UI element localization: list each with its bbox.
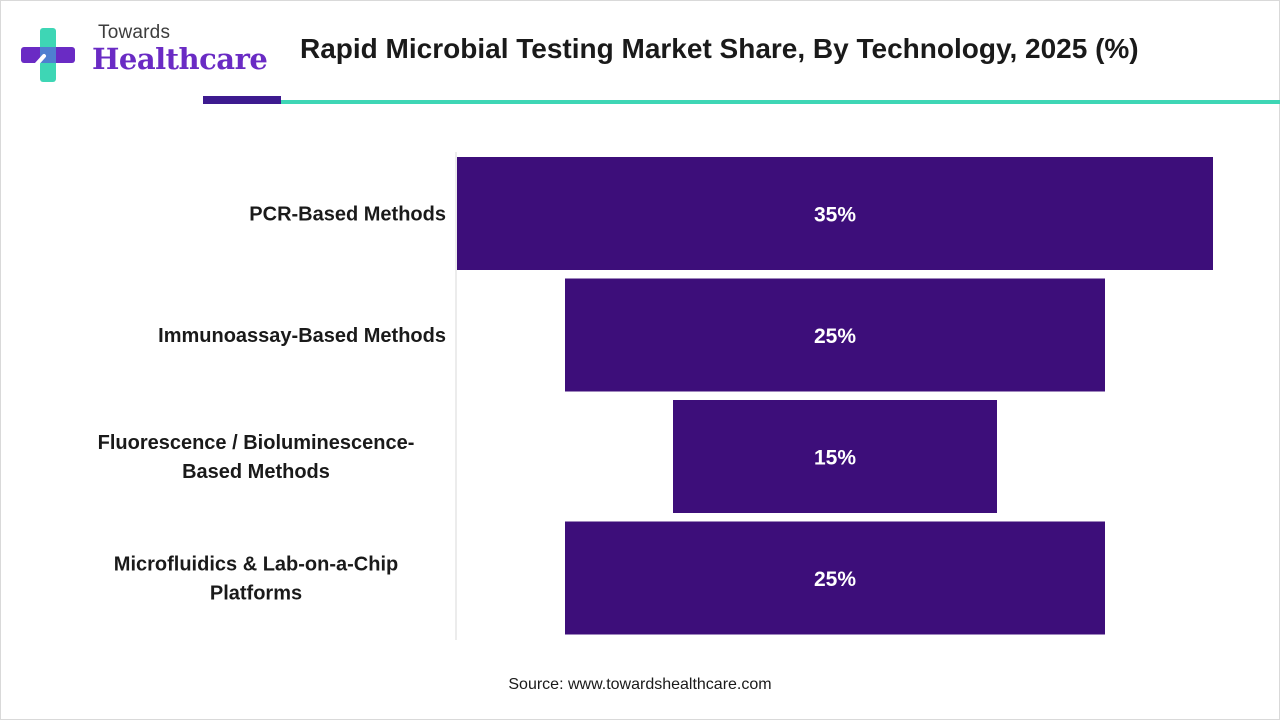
bar-2 <box>565 278 1105 392</box>
logo-text-healthcare: Healthcare <box>92 42 268 76</box>
bar-4 <box>565 521 1105 635</box>
category-label-2: Immunoassay-Based Methods <box>158 325 446 347</box>
medical-cross-logo-icon <box>21 28 75 82</box>
category-label-1: PCR-Based Methods <box>249 204 446 226</box>
logo-text-towards: Towards <box>98 22 171 43</box>
category-label-4-line-2: Platforms <box>210 583 302 605</box>
category-label-4-line-1: Microfluidics & Lab-on-a-Chip <box>114 554 398 576</box>
bar-1 <box>457 157 1213 270</box>
bar-value-label-3: 15% <box>814 447 856 470</box>
title-rule-accent <box>203 96 281 104</box>
bar-value-label-2: 25% <box>814 325 856 348</box>
bar-value-label-4: 25% <box>814 568 856 591</box>
chart-title: Rapid Microbial Testing Market Share, By… <box>300 33 1139 64</box>
brand-logo: Towards Healthcare <box>18 20 268 84</box>
category-label-3-line-1: Fluorescence / Bioluminescence- <box>98 432 415 454</box>
bar-3 <box>673 400 997 513</box>
title-rule <box>281 100 1280 104</box>
bar-value-label-1: 35% <box>814 204 856 227</box>
source-note: Source: www.towardshealthcare.com <box>508 676 772 693</box>
category-label-3-line-2: Based Methods <box>182 461 330 483</box>
